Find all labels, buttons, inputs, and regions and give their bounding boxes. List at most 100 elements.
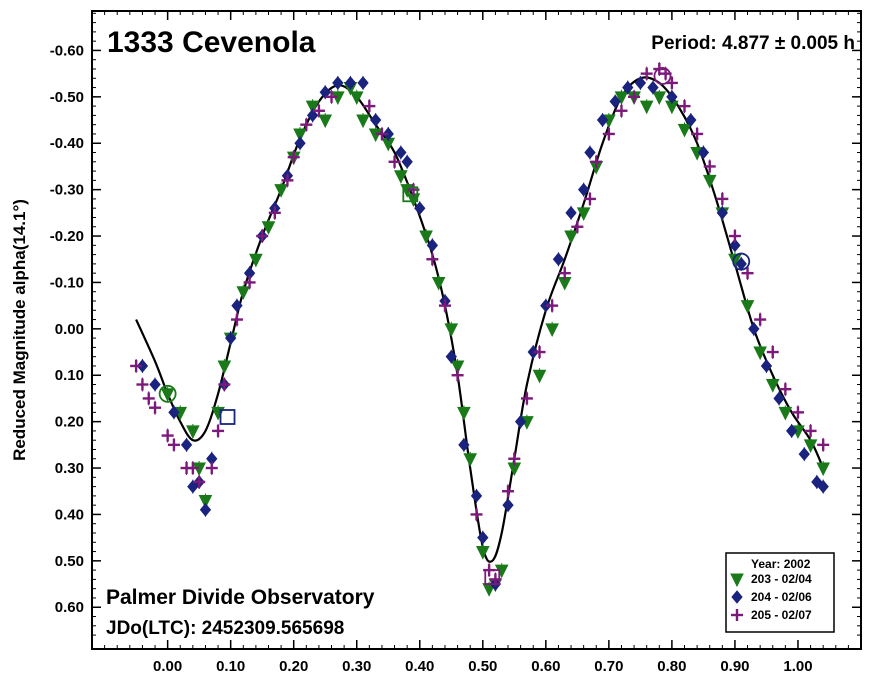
data-point (243, 276, 256, 289)
series-204-02-06 (136, 75, 829, 592)
x-tick-label: 0.10 (216, 658, 245, 675)
x-tick-label: 0.30 (342, 658, 371, 675)
data-point (502, 485, 515, 498)
data-point (791, 406, 804, 419)
data-point (502, 498, 514, 512)
data-point (167, 438, 180, 451)
x-tick-label: 0.80 (657, 658, 686, 675)
data-point (640, 67, 653, 80)
data-point (212, 424, 225, 437)
data-point (729, 238, 741, 253)
legend-marker (730, 573, 744, 588)
data-point (552, 252, 565, 267)
x-tick-label: 1.00 (783, 658, 812, 675)
data-point (375, 127, 388, 140)
data-point (274, 184, 288, 198)
data-point (268, 206, 281, 219)
data-point (533, 346, 546, 359)
legend-marker (731, 590, 743, 604)
data-point (225, 331, 237, 345)
data-point (218, 378, 231, 391)
y-tick-label: -0.20 (50, 228, 84, 245)
data-point (249, 253, 263, 268)
y-tick-label: -0.10 (50, 274, 84, 291)
chart-title: 1333 Cevenola (107, 26, 316, 59)
legend-entries: 203 - 02/04 204 - 02/06 205 - 02/07 (730, 572, 812, 622)
highlight-markers (158, 67, 751, 585)
data-point (778, 406, 793, 421)
data-point (779, 383, 792, 396)
data-point (136, 359, 149, 373)
highlight-square (219, 409, 236, 425)
data-point (450, 360, 465, 375)
y-tick-label: -0.50 (50, 89, 84, 106)
data-point (558, 267, 571, 280)
data-point (256, 230, 269, 243)
data-point (514, 414, 527, 429)
data-point (261, 221, 276, 235)
data-point (748, 322, 760, 336)
data-point (395, 145, 407, 160)
data-point (634, 76, 647, 90)
data-point (622, 80, 634, 95)
data-point (186, 462, 199, 475)
x-tick-label: 0.60 (531, 658, 560, 675)
data-point (312, 104, 325, 117)
data-point (576, 207, 591, 221)
data-point (728, 253, 742, 268)
data-point (678, 100, 691, 113)
y-tick-label: 0.30 (55, 460, 84, 477)
highlight-circle (158, 384, 177, 403)
data-point (319, 85, 331, 99)
data-point (287, 151, 300, 164)
highlight-square (484, 569, 501, 585)
data-point (458, 438, 470, 452)
y-tick-label: 0.00 (55, 321, 84, 338)
data-point (716, 206, 728, 220)
y-tick-label: -0.40 (50, 135, 84, 152)
plot-frame (91, 10, 862, 650)
data-point (426, 238, 439, 253)
data-point (300, 118, 313, 131)
data-point (702, 174, 717, 189)
data-point (628, 90, 641, 103)
data-point (475, 546, 490, 560)
data-point (356, 114, 370, 129)
data-point (198, 495, 213, 509)
data-point (652, 91, 667, 105)
data-point (325, 90, 338, 103)
data-point (740, 300, 755, 314)
y-axis-label: Reduced Magnitude alpha(14.1°) (10, 199, 29, 461)
data-point (697, 145, 710, 160)
data-point (583, 192, 596, 205)
data-point (564, 230, 578, 245)
data-point (716, 192, 729, 205)
data-point (414, 201, 426, 215)
data-point (817, 438, 830, 451)
data-point (281, 174, 294, 187)
data-point (180, 438, 193, 452)
data-point (205, 462, 218, 475)
data-point (741, 267, 754, 280)
data-point (186, 425, 200, 440)
legend-label: 203 - 02/04 (751, 572, 812, 586)
highlight-circle (732, 252, 751, 271)
data-point (463, 453, 478, 467)
data-point (596, 113, 609, 127)
data-point (357, 76, 369, 90)
data-point (477, 530, 489, 545)
data-point (677, 123, 692, 138)
data-point (332, 76, 344, 90)
data-point (754, 313, 767, 326)
data-point (578, 182, 590, 197)
legend-label: 204 - 02/06 (751, 590, 812, 604)
data-point (614, 91, 629, 105)
data-point (401, 155, 413, 169)
x-tick-label: 0.00 (153, 658, 182, 675)
data-point (293, 128, 307, 143)
legend-label: 205 - 02/07 (751, 608, 812, 622)
data-point (149, 377, 161, 392)
data-point (438, 299, 451, 312)
y-tick-label: 0.40 (55, 506, 84, 523)
